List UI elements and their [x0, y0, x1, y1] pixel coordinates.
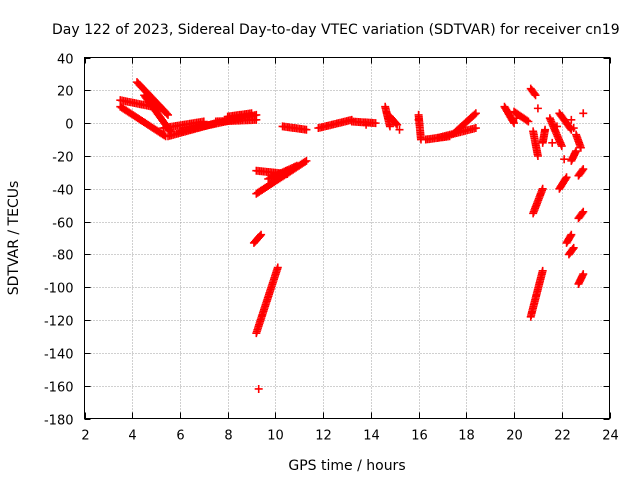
data-point [470, 110, 479, 119]
data-point [578, 209, 587, 218]
data-point [560, 155, 569, 164]
y-tick-label: -80 [52, 249, 73, 264]
y-tick-label: -100 [44, 282, 74, 297]
data-point [302, 156, 311, 165]
data-point [572, 147, 581, 156]
data-point [254, 384, 263, 393]
y-tick-label: -60 [52, 217, 73, 232]
data-point [471, 124, 480, 133]
y-tick-label: -160 [44, 381, 74, 396]
data-point [371, 119, 380, 128]
data-point [579, 207, 588, 216]
data-point [522, 116, 531, 125]
data-point [578, 166, 587, 175]
data-point [533, 104, 542, 113]
y-tick-label: -120 [44, 315, 74, 330]
x-tick-label: 22 [554, 429, 571, 444]
data-point [247, 109, 256, 118]
data-point [385, 122, 394, 131]
data-point [576, 143, 585, 152]
y-tick-label: -20 [52, 151, 73, 166]
data-point [533, 151, 542, 160]
axis-ticks: 2 4 6 8 10 12 14 16 18 20 22 24-180-160-140-120-100… [44, 53, 619, 444]
x-tick-label: 10 [267, 429, 284, 444]
y-tick-label: 40 [57, 53, 74, 68]
data-point [553, 122, 561, 131]
x-tick-label: 24 [602, 429, 619, 444]
x-tick-label: 8 [224, 429, 232, 444]
chart-title: Day 122 of 2023, Sidereal Day-to-day VTE… [52, 22, 620, 38]
x-tick-label: 4 [128, 429, 136, 444]
data-point [392, 119, 401, 128]
data-point [561, 174, 570, 183]
data-point [300, 157, 309, 166]
plot-frame [84, 57, 610, 419]
data-point [567, 230, 576, 239]
x-tick-label: 20 [506, 429, 523, 444]
x-tick-label: 6 [176, 429, 184, 444]
data-point [273, 263, 282, 272]
data-point [568, 245, 577, 254]
data-point [538, 184, 547, 193]
data-point [510, 119, 519, 128]
data-point [256, 231, 265, 240]
data-point [541, 125, 550, 134]
data-point [531, 91, 540, 100]
data-series [116, 78, 588, 393]
data-point [257, 230, 266, 239]
x-axis-title: GPS time / hours [288, 458, 405, 474]
data-point [579, 109, 588, 118]
data-point [562, 173, 571, 182]
data-point [292, 161, 301, 170]
x-tick-label: 12 [315, 429, 332, 444]
data-point [362, 120, 371, 129]
y-tick-label: -140 [44, 348, 74, 363]
data-point [548, 138, 557, 147]
x-tick-label: 14 [363, 429, 380, 444]
x-tick-label: 16 [411, 429, 428, 444]
x-tick-label: 2 [81, 429, 89, 444]
data-point [567, 115, 576, 124]
data-point [569, 243, 578, 252]
data-point [252, 115, 261, 124]
data-point [162, 109, 171, 118]
y-tick-label: -40 [52, 184, 73, 199]
data-point [512, 114, 521, 123]
data-point [414, 115, 423, 124]
y-tick-label: 0 [65, 118, 73, 133]
y-axis-title: SDTVAR / TECUs [6, 181, 22, 296]
data-point [395, 125, 404, 134]
data-point [302, 125, 311, 134]
data-point [569, 124, 578, 133]
data-point [471, 109, 480, 118]
data-point [538, 266, 547, 275]
x-tick-label: 18 [458, 429, 475, 444]
data-point [164, 110, 173, 119]
data-point [393, 120, 402, 129]
y-tick-label: 20 [57, 85, 74, 100]
y-tick-label: -180 [44, 414, 74, 429]
data-point [579, 165, 588, 174]
data-point [530, 89, 539, 98]
data-point [557, 142, 566, 151]
data-point [524, 117, 533, 126]
data-point [579, 270, 588, 279]
